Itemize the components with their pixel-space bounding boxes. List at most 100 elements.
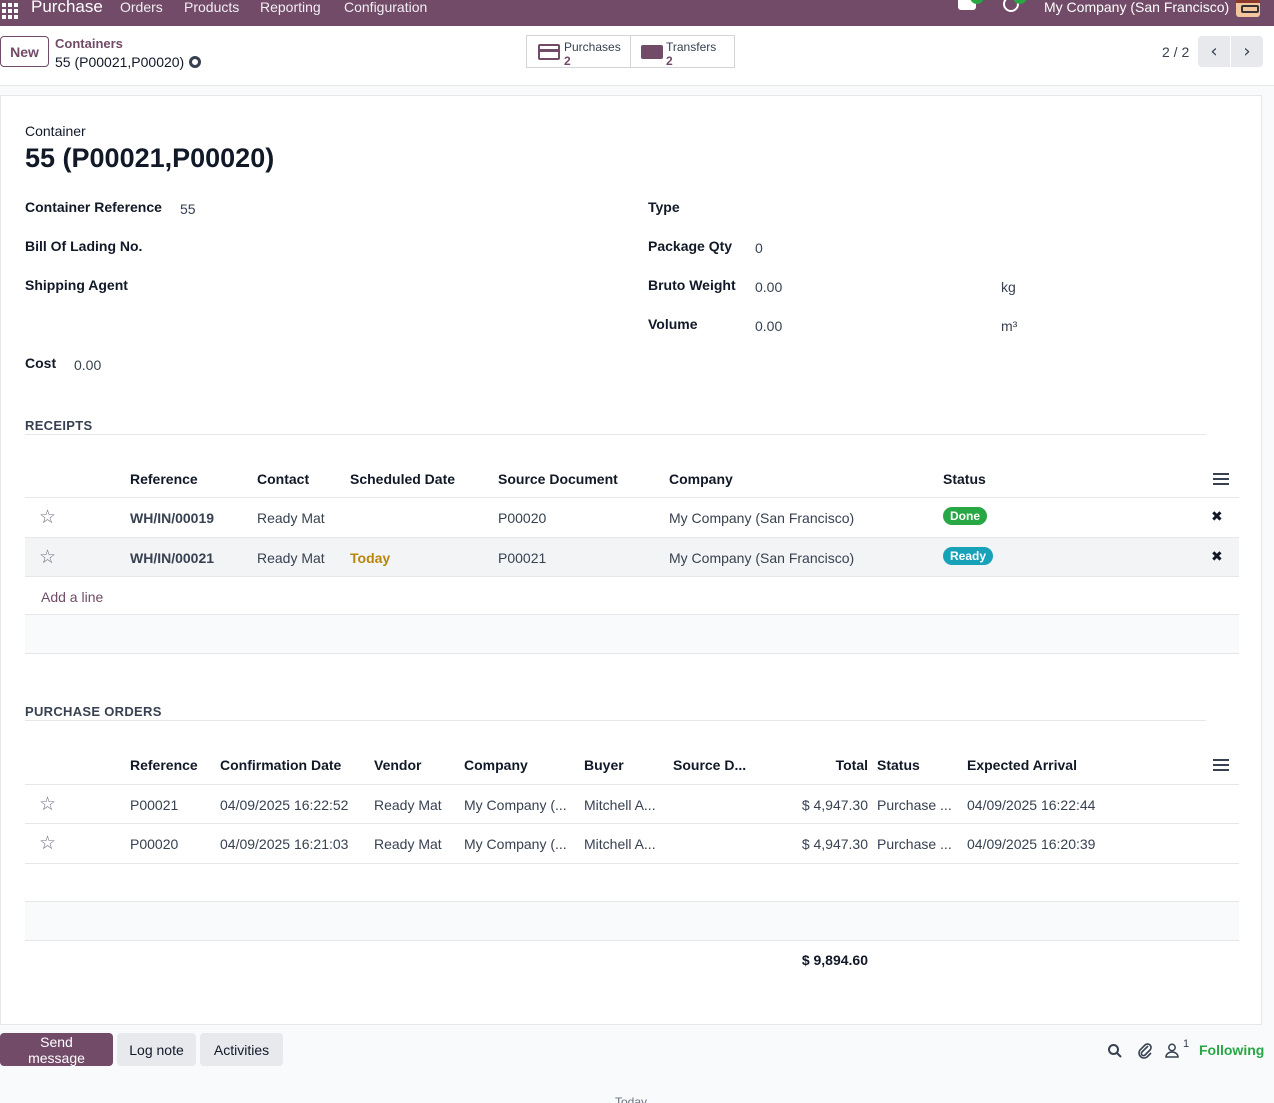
table-row-line: [25, 614, 1239, 615]
column-company[interactable]: Company: [464, 757, 528, 773]
clock-icon[interactable]: [1003, 0, 1019, 12]
activities-button[interactable]: Activities: [200, 1033, 283, 1066]
following-button[interactable]: Following: [1199, 1042, 1265, 1058]
credit-card-icon: [538, 44, 560, 60]
po-expected-arrival[interactable]: 04/09/2025 16:22:44: [967, 797, 1096, 813]
column-status[interactable]: Status: [943, 471, 986, 487]
menu-configuration[interactable]: Configuration: [344, 0, 428, 15]
star-icon[interactable]: ☆: [39, 793, 57, 815]
transfers-smart-button[interactable]: Transfers 2: [630, 35, 735, 68]
po-reference[interactable]: P00021: [130, 797, 179, 813]
po-buyer[interactable]: Mitchell A...: [584, 836, 656, 852]
column-source-document[interactable]: Source Document: [498, 471, 618, 487]
receipt-source-document[interactable]: P00020: [498, 510, 547, 526]
pager-value[interactable]: 2 / 2: [1162, 44, 1190, 60]
chatter: Send message Log note Activities 1 Follo…: [0, 1025, 1274, 1103]
po-expected-arrival[interactable]: 04/09/2025 16:20:39: [967, 836, 1096, 852]
table-row-line: [25, 823, 1239, 824]
user-icon[interactable]: [1165, 1043, 1179, 1058]
control-panel: New Containers 55 (P00021,P00020) Purcha…: [0, 26, 1274, 86]
cost-field[interactable]: 0.00: [74, 357, 102, 373]
bill-of-lading-field[interactable]: [180, 240, 580, 258]
bruto-weight-label: Bruto Weight: [648, 277, 736, 293]
optional-columns-icon[interactable]: [1213, 473, 1229, 485]
smart-button-value: 2: [666, 54, 673, 68]
app-menu-icon[interactable]: [2, 3, 18, 19]
app-name[interactable]: Purchase: [31, 0, 103, 16]
column-total[interactable]: Total: [835, 757, 868, 773]
table-row-line: [25, 576, 1239, 577]
optional-columns-icon[interactable]: [1213, 759, 1229, 771]
po-total[interactable]: $ 4,947.30: [801, 836, 868, 852]
form-sheet: Container 55 (P00021,P00020) Container R…: [0, 95, 1262, 1025]
po-company[interactable]: My Company (...: [464, 797, 567, 813]
paperclip-icon[interactable]: [1137, 1042, 1153, 1059]
column-contact[interactable]: Contact: [257, 471, 310, 487]
star-icon[interactable]: ☆: [39, 546, 57, 568]
column-status[interactable]: Status: [877, 757, 920, 773]
chat-icon[interactable]: [958, 0, 976, 10]
avatar[interactable]: [1236, 0, 1260, 17]
log-note-button[interactable]: Log note: [117, 1033, 196, 1066]
receipt-scheduled-date[interactable]: Today: [350, 550, 391, 566]
star-icon[interactable]: ☆: [39, 506, 57, 528]
remove-row-icon[interactable]: ✖: [1211, 549, 1223, 565]
breadcrumb-parent[interactable]: Containers: [55, 36, 123, 51]
po-reference[interactable]: P00020: [130, 836, 179, 852]
receipt-company[interactable]: My Company (San Francisco): [669, 510, 855, 526]
section-divider: [25, 434, 1206, 435]
menu-products[interactable]: Products: [184, 0, 240, 15]
new-button[interactable]: New: [0, 36, 49, 67]
purchases-smart-button[interactable]: Purchases 2: [526, 35, 631, 68]
receipt-reference[interactable]: WH/IN/00021: [130, 550, 215, 566]
po-vendor[interactable]: Ready Mat: [374, 836, 442, 852]
table-row-line: [25, 940, 1239, 941]
remove-row-icon[interactable]: ✖: [1211, 509, 1223, 525]
search-icon[interactable]: [1107, 1043, 1123, 1059]
column-expected-arrival[interactable]: Expected Arrival: [967, 757, 1077, 773]
volume-field[interactable]: 0.00: [755, 318, 783, 334]
receipt-contact[interactable]: Ready Mat: [257, 550, 325, 566]
shipping-agent-field[interactable]: [180, 279, 580, 297]
container-reference-field[interactable]: 55: [180, 201, 196, 217]
receipt-company[interactable]: My Company (San Francisco): [669, 550, 855, 566]
po-status[interactable]: Purchase ...: [877, 797, 952, 813]
company-switcher[interactable]: My Company (San Francisco): [1044, 0, 1230, 15]
po-vendor[interactable]: Ready Mat: [374, 797, 442, 813]
column-company[interactable]: Company: [669, 471, 733, 487]
table-row[interactable]: [25, 538, 1239, 576]
receipt-reference[interactable]: WH/IN/00019: [130, 510, 215, 526]
table-row-line: [25, 537, 1239, 538]
po-buyer[interactable]: Mitchell A...: [584, 797, 656, 813]
po-confirmation-date[interactable]: 04/09/2025 16:22:52: [220, 797, 349, 813]
star-icon[interactable]: ☆: [39, 832, 57, 854]
send-message-button[interactable]: Send message: [0, 1033, 113, 1066]
receipt-contact[interactable]: Ready Mat: [257, 510, 325, 526]
column-buyer[interactable]: Buyer: [584, 757, 624, 773]
menu-orders[interactable]: Orders: [120, 0, 163, 15]
po-confirmation-date[interactable]: 04/09/2025 16:21:03: [220, 836, 349, 852]
package-qty-field[interactable]: 0: [755, 240, 763, 256]
table-row-line: [25, 901, 1239, 902]
container-reference-label: Container Reference: [25, 199, 162, 215]
add-line-link[interactable]: Add a line: [41, 589, 104, 605]
bruto-weight-field[interactable]: 0.00: [755, 279, 783, 295]
receipt-source-document[interactable]: P00021: [498, 550, 547, 566]
column-reference[interactable]: Reference: [130, 471, 198, 487]
type-field[interactable]: [755, 201, 1155, 219]
record-title[interactable]: 55 (P00021,P00020): [25, 143, 275, 173]
volume-unit: m³: [1001, 318, 1018, 334]
po-total[interactable]: $ 4,947.30: [801, 797, 868, 813]
column-vendor[interactable]: Vendor: [374, 757, 422, 773]
column-confirmation-date[interactable]: Confirmation Date: [220, 757, 342, 773]
column-scheduled-date[interactable]: Scheduled Date: [350, 471, 456, 487]
column-reference[interactable]: Reference: [130, 757, 198, 773]
pager-next-button[interactable]: ›: [1231, 36, 1263, 67]
po-company[interactable]: My Company (...: [464, 836, 567, 852]
truck-icon: [641, 45, 663, 59]
gear-icon[interactable]: [189, 56, 201, 68]
column-source-document[interactable]: Source D...: [673, 757, 747, 773]
po-status[interactable]: Purchase ...: [877, 836, 952, 852]
pager-previous-button[interactable]: ‹: [1198, 36, 1230, 67]
menu-reporting[interactable]: Reporting: [260, 0, 321, 15]
